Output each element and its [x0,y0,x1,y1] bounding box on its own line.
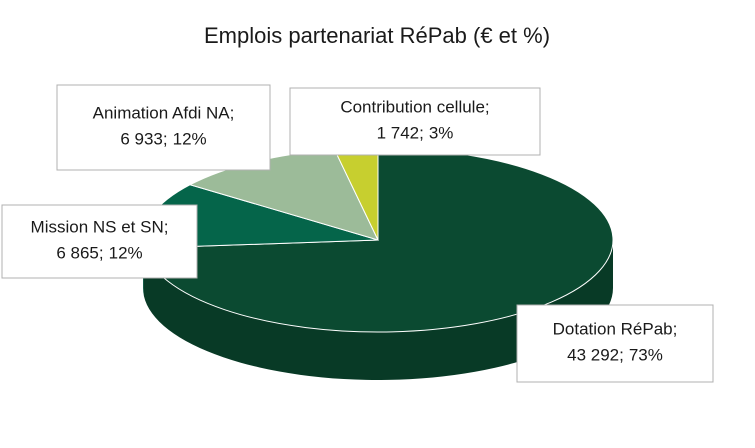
category-name: Animation Afdi NA [93,104,231,123]
separator: ; [673,320,678,339]
data-label: Animation Afdi NA;6 933; 12% [56,84,271,171]
value-label: 43 292 [567,346,619,365]
data-label: Dotation RéPab;43 292; 73% [516,304,714,383]
separator: ; [419,124,424,143]
label-category: Mission NS et SN; [31,218,169,237]
label-values: 43 292; 73% [567,346,663,365]
separator: ; [485,98,490,117]
label-category: Animation Afdi NA; [93,104,235,123]
label-category: Contribution cellule; [340,98,489,117]
label-values: 6 933; 12% [120,130,206,149]
chart-title: Emplois partenariat RéPab (€ et %) [204,23,550,48]
category-name: Mission NS et SN [31,218,164,237]
slice-side [143,240,613,380]
label-values: 6 865; 12% [56,244,142,263]
label-box [516,304,714,383]
separator: ; [99,244,104,263]
data-label: Mission NS et SN;6 865; 12% [1,204,198,279]
value-label: 6 933 [120,130,163,149]
label-category: Dotation RéPab; [553,320,678,339]
value-label: 6 865 [56,244,99,263]
data-label: Contribution cellule;1 742; 3% [289,87,541,156]
percentage-label: 3% [429,124,454,143]
label-box [1,204,198,279]
separator: ; [619,346,624,365]
category-name: Dotation RéPab [553,320,673,339]
percentage-label: 12% [173,130,207,149]
category-name: Contribution cellule [340,98,485,117]
percentage-label: 12% [109,244,143,263]
label-values: 1 742; 3% [377,124,454,143]
value-label: 1 742 [377,124,420,143]
separator: ; [163,130,168,149]
separator: ; [164,218,169,237]
label-box [289,87,541,156]
separator: ; [230,104,235,123]
percentage-label: 73% [629,346,663,365]
label-box [56,84,271,171]
